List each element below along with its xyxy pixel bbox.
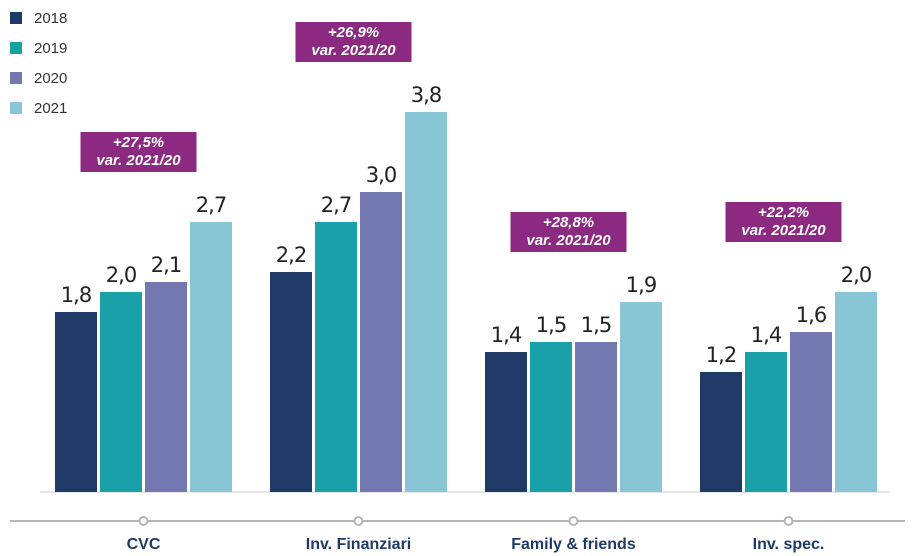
bar	[620, 302, 662, 492]
x-tick-label: Inv. Finanziari	[306, 536, 412, 553]
axis-dot	[568, 516, 579, 526]
bar	[700, 372, 742, 492]
value-label: 3,0	[366, 163, 396, 187]
value-label: 2,7	[196, 193, 226, 217]
annotation-text: var. 2021/20	[311, 42, 396, 59]
legend-swatch	[10, 42, 22, 54]
value-label: 2,0	[106, 263, 136, 287]
annotation-text: var. 2021/20	[741, 222, 826, 239]
bar	[485, 352, 527, 492]
bar	[100, 292, 142, 492]
annotation-text: var. 2021/20	[96, 152, 181, 169]
value-label: 2,2	[276, 243, 306, 267]
annotation-text: +22,2%	[758, 204, 809, 221]
value-label: 1,9	[626, 273, 656, 297]
legend-label: 2020	[34, 70, 67, 87]
legend-swatch	[10, 102, 22, 114]
value-label: 1,5	[536, 313, 566, 337]
value-label: 1,8	[61, 283, 91, 307]
value-label: 3,8	[411, 83, 441, 107]
annotation-text: +28,8%	[543, 214, 594, 231]
value-label: 2,1	[151, 253, 181, 277]
value-label: 1,4	[751, 323, 782, 347]
value-label: 2,0	[841, 263, 871, 287]
value-label: 1,6	[796, 303, 827, 327]
annotation-box	[725, 202, 842, 242]
axis-dot	[353, 516, 364, 526]
bar	[575, 342, 617, 492]
bar	[835, 292, 877, 492]
bar	[315, 222, 357, 492]
annotation-text: +26,9%	[328, 24, 379, 41]
legend-label: 2018	[34, 10, 67, 27]
legend-label: 2021	[34, 100, 67, 117]
annotation-text: +27,5%	[113, 134, 164, 151]
legend-swatch	[10, 12, 22, 24]
bar	[530, 342, 572, 492]
axis-dot	[138, 516, 149, 526]
x-tick-label: CVC	[127, 536, 161, 553]
bar	[190, 222, 232, 492]
value-label: 1,5	[581, 313, 611, 337]
bar	[745, 352, 787, 492]
value-label: 2,7	[321, 193, 351, 217]
bar	[360, 192, 402, 492]
annotation-box	[510, 212, 627, 252]
bar	[270, 272, 312, 492]
axis-dot	[783, 516, 794, 526]
bar	[145, 282, 187, 492]
x-tick-label: Family & friends	[511, 536, 636, 553]
bar	[55, 312, 97, 492]
annotation-text: var. 2021/20	[526, 232, 611, 249]
value-label: 1,4	[491, 323, 522, 347]
bar	[405, 112, 447, 492]
legend-swatch	[10, 72, 22, 84]
annotation-box	[295, 22, 412, 62]
x-tick-label: Inv. spec.	[753, 536, 825, 553]
annotation-box	[80, 132, 197, 172]
bar	[790, 332, 832, 492]
legend-label: 2019	[34, 40, 67, 57]
value-label: 1,2	[706, 343, 736, 367]
